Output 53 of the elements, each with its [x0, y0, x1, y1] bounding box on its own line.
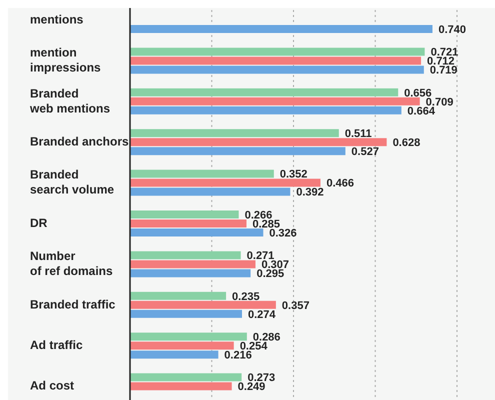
bar [130, 332, 247, 341]
bar [130, 147, 346, 156]
bar [130, 97, 420, 106]
data-label: 0.628 [392, 137, 420, 150]
bar [130, 251, 241, 260]
y-tick-label: Branded anchors [30, 134, 130, 149]
bar [130, 56, 422, 65]
data-label: 0.295 [256, 268, 284, 280]
bar [130, 269, 251, 278]
bar [130, 310, 242, 318]
data-label: 0.511 [344, 128, 372, 140]
bar [130, 25, 432, 33]
y-tick-label: Number of ref domains [30, 249, 113, 278]
data-label: 0.216 [224, 350, 252, 362]
y-tick-label: Ad traffic [30, 338, 83, 352]
bar [130, 138, 387, 146]
bar [130, 342, 234, 350]
data-label: 0.740 [438, 24, 466, 36]
data-label: 0.466 [326, 178, 354, 190]
y-tick-label: Branded traffic [30, 297, 116, 312]
data-label: 0.235 [232, 290, 260, 303]
bar [130, 220, 246, 228]
data-label: 0.719 [430, 64, 458, 77]
data-label: 0.249 [238, 381, 266, 394]
bar [130, 260, 256, 268]
y-tick-label: Ad cost [30, 378, 74, 393]
data-label: 0.357 [282, 300, 310, 312]
bar [130, 373, 242, 382]
data-label: 0.664 [407, 105, 436, 118]
data-label: 0.274 [248, 308, 276, 321]
data-label: 0.527 [351, 146, 379, 158]
bar [130, 129, 339, 138]
bar [130, 88, 398, 96]
bar [130, 48, 425, 56]
y-tick-label: Branded search volume [30, 168, 114, 197]
bar [130, 210, 239, 218]
bar [130, 228, 264, 236]
data-label: 0.656 [404, 87, 432, 100]
y-tick-label: mentions [30, 12, 84, 27]
data-label: 0.392 [296, 186, 324, 199]
y-tick-label: DR [30, 216, 48, 230]
y-tick-label: Branded web mentions [29, 86, 110, 116]
bar [130, 178, 320, 187]
data-label: 0.352 [280, 168, 308, 181]
bar [130, 292, 226, 300]
y-tick-label: mention impressions [30, 46, 102, 75]
bar [130, 188, 290, 196]
bar [130, 170, 274, 178]
bar [130, 382, 232, 390]
bar [130, 106, 402, 114]
bar [130, 66, 424, 74]
bar [130, 300, 276, 309]
bar [130, 350, 218, 359]
